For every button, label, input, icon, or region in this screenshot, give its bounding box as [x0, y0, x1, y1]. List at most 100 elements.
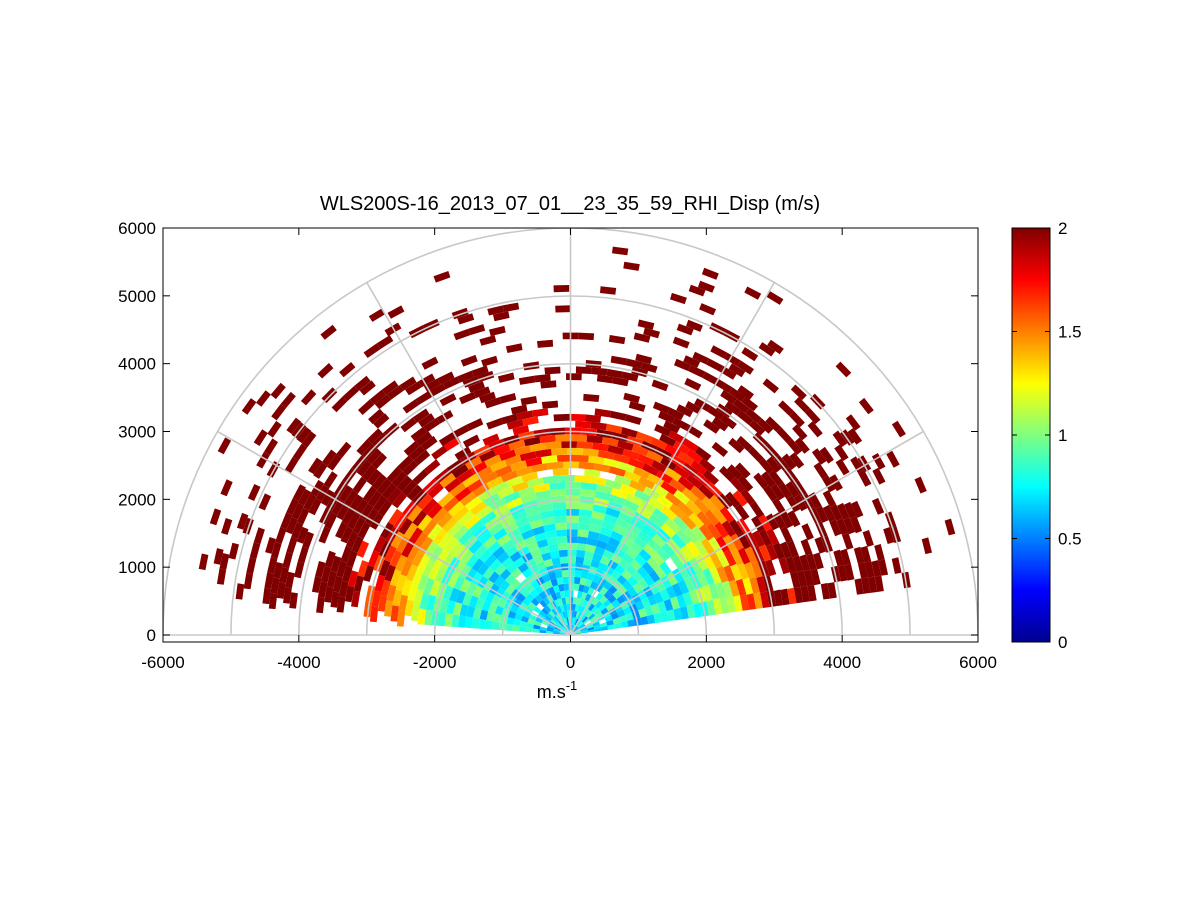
data-cell-438 [458, 615, 467, 628]
data-cell-371 [536, 538, 549, 549]
data-cell-416 [646, 556, 660, 570]
data-cell-819 [465, 456, 482, 470]
data-cell-607 [715, 581, 727, 599]
data-cell-477 [591, 510, 606, 521]
data-cell-1310 [872, 467, 886, 485]
data-cell-1010 [371, 473, 387, 490]
data-cell-1221 [792, 424, 808, 441]
data-cell-453 [553, 515, 567, 524]
data-cell-73 [555, 614, 562, 622]
data-cell-1264 [834, 444, 849, 462]
data-cell-10 [571, 624, 575, 632]
data-cell-101 [551, 608, 558, 616]
data-cell-454 [541, 516, 555, 526]
data-cell-652 [477, 487, 495, 502]
data-cell-176 [552, 585, 560, 593]
data-cell-505 [592, 504, 608, 514]
data-cell-1252 [878, 559, 889, 576]
data-cell-932 [516, 410, 534, 421]
data-cell-918 [766, 528, 780, 546]
data-cell-172 [573, 583, 580, 591]
data-cell-197 [589, 580, 598, 590]
data-cell-576 [426, 594, 436, 611]
data-cell-187 [519, 626, 527, 632]
data-cell-1249 [643, 327, 660, 339]
data-cell-201 [568, 576, 575, 584]
data-cell-65 [573, 611, 578, 618]
data-cell-1319 [247, 484, 261, 501]
data-cell-1145 [757, 418, 774, 434]
data-cell-41 [568, 617, 571, 625]
data-cell-122 [565, 597, 570, 605]
data-cell-279 [610, 569, 622, 580]
data-cell-827 [384, 545, 397, 563]
data-cell-1212 [270, 577, 280, 594]
data-cell-1331 [219, 553, 230, 570]
data-cell-1126 [610, 355, 628, 366]
data-cell-1217 [850, 516, 863, 534]
data-cell-28 [580, 629, 588, 633]
data-cell-1272 [331, 396, 348, 413]
data-cell-1169 [728, 387, 746, 402]
x-tick-label-1: -4000 [277, 653, 320, 672]
data-cell-136 [607, 624, 615, 630]
data-cell-302 [637, 589, 648, 601]
data-cell-241 [507, 610, 517, 619]
data-cell-1260 [637, 319, 655, 330]
data-cell-1178 [405, 381, 422, 396]
data-cell-999 [780, 511, 794, 529]
data-cell-1000 [772, 497, 786, 515]
data-cell-1017 [324, 586, 334, 603]
data-cell-937 [396, 475, 413, 492]
data-cell-934 [486, 417, 504, 430]
data-cell-658 [417, 554, 430, 572]
data-cell-193 [607, 594, 617, 604]
data-cell-166 [602, 599, 612, 608]
data-cell-227 [580, 570, 589, 579]
data-cell-452 [566, 515, 579, 523]
data-cell-513 [488, 522, 504, 536]
data-cell-946 [785, 556, 797, 574]
data-cell-1233 [286, 498, 299, 516]
data-cell-210 [522, 597, 531, 607]
data-cell-1194 [836, 502, 850, 520]
data-cell-215 [512, 624, 520, 632]
data-cell-669 [677, 501, 694, 517]
data-cell-491 [449, 587, 460, 603]
data-cell-907 [462, 434, 480, 448]
data-cell-617 [605, 479, 622, 490]
data-cell-519 [442, 585, 454, 601]
data-cell-1176 [460, 354, 478, 367]
data-cell-472 [647, 538, 662, 553]
data-cell-1321 [228, 542, 239, 560]
data-cell-672 [638, 476, 656, 490]
data-cell-1039 [316, 596, 325, 614]
data-cell-1231 [308, 457, 323, 475]
data-cell-212 [516, 607, 525, 616]
data-cell-137 [606, 619, 614, 626]
data-cell-494 [693, 602, 703, 618]
data-cell-737 [656, 470, 673, 484]
data-cell-61 [580, 614, 587, 622]
data-cell-998 [799, 554, 811, 572]
data-cell-1232 [292, 484, 306, 502]
data-cell-1085 [366, 448, 382, 465]
data-cell-988 [367, 490, 383, 508]
data-cell-392 [607, 536, 621, 548]
data-cell-620 [558, 475, 575, 483]
data-cell-1356 [744, 286, 762, 300]
data-cell-185 [520, 615, 529, 623]
data-cell-1276 [253, 527, 265, 545]
data-cell-342 [548, 543, 559, 553]
data-cell-24 [560, 630, 567, 634]
data-cell-70 [562, 611, 567, 619]
data-cell-643 [656, 494, 674, 509]
data-cell-604 [419, 592, 430, 610]
data-cell-1132 [402, 399, 420, 414]
data-cell-418 [629, 541, 643, 554]
data-cell-470 [671, 568, 684, 583]
data-cell-994 [332, 575, 343, 593]
data-cell-786 [444, 477, 461, 493]
data-cell-751 [449, 482, 467, 498]
data-cell-614 [647, 496, 665, 511]
